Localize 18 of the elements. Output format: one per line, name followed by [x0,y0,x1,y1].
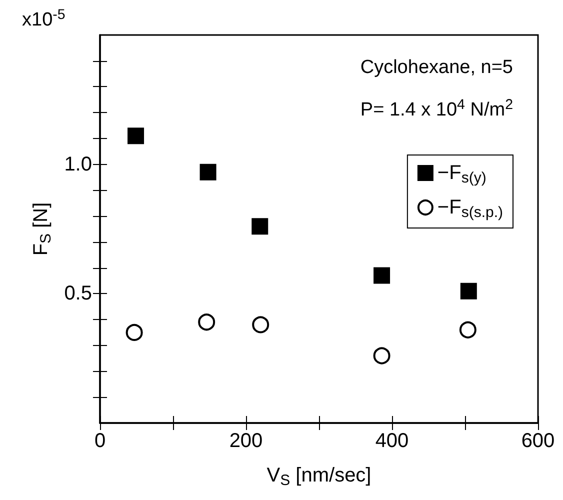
y-tick-label: 0.5 [64,282,92,305]
point [198,314,216,331]
point [374,267,390,284]
point [373,347,390,364]
y-axis-title: FS [N] [30,202,54,256]
annotation: Cyclohexane, n=5 [360,57,514,78]
point [460,282,477,300]
x-tick-label: 600 [521,430,555,452]
point [128,128,144,144]
point [252,316,270,334]
x-tick-label: 0 [94,430,106,452]
y-tick-label: 1.0 [64,153,92,176]
x-tick-label: 400 [375,430,409,452]
point [200,164,216,180]
point [252,218,268,235]
point [126,324,143,341]
x-tick-label: 200 [229,430,263,452]
point [459,321,476,338]
